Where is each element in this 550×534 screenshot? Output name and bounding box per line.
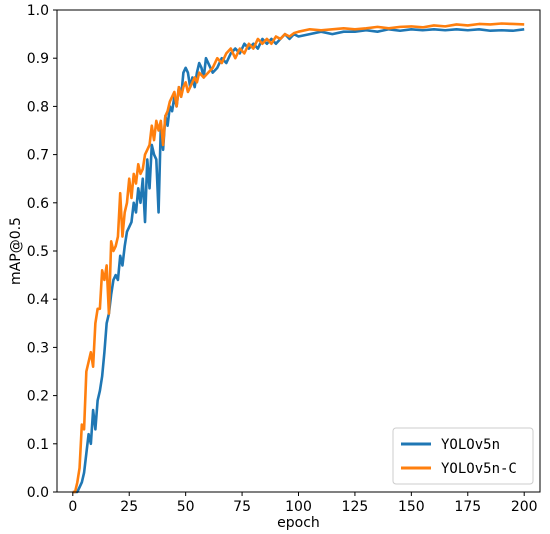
x-tick-label: 50 <box>177 499 195 515</box>
y-tick-label: 0.3 <box>27 340 49 356</box>
x-tick-label: 150 <box>398 499 425 515</box>
y-tick-label: 0.4 <box>27 292 49 308</box>
y-axis-label: mAP@0.5 <box>8 217 24 285</box>
y-tick-label: 0.6 <box>27 196 49 212</box>
ticks-layer: 0 25 50 75 100 125 150 175 200 0.0 0.1 0.2 0.3 0.4 0.5… <box>27 3 538 515</box>
legend-label-yolov5n-c: YOLOv5n-C <box>441 461 517 477</box>
y-tick-label: 0.5 <box>27 244 49 260</box>
x-tick-label: 25 <box>120 499 138 515</box>
legend-box <box>392 427 534 485</box>
legend-label-yolov5n: YOLOv5n <box>441 437 500 453</box>
plot-frame <box>56 9 541 493</box>
series-line-yolov5n <box>72 27 525 494</box>
y-tick-label: 0.9 <box>27 51 49 67</box>
x-tick-label: 175 <box>454 499 481 515</box>
y-tick-label: 0.0 <box>27 485 49 501</box>
x-tick-label: 125 <box>342 499 369 515</box>
y-tick-label: 1.0 <box>27 3 49 19</box>
y-tick-label: 0.7 <box>27 148 49 164</box>
x-tick-label: 0 <box>68 499 77 515</box>
series-line-yolov5n-c <box>72 22 525 494</box>
y-tick-label: 0.8 <box>27 99 49 115</box>
y-tick-label: 0.1 <box>27 437 49 453</box>
x-tick-label: 200 <box>511 499 538 515</box>
x-axis-label: epoch <box>277 515 320 531</box>
x-tick-label: 100 <box>285 499 312 515</box>
y-tick-label: 0.2 <box>27 389 49 405</box>
legend: YOLOv5n YOLOv5n-C <box>392 427 534 485</box>
x-tick-label: 75 <box>233 499 251 515</box>
series-layer <box>72 22 525 494</box>
